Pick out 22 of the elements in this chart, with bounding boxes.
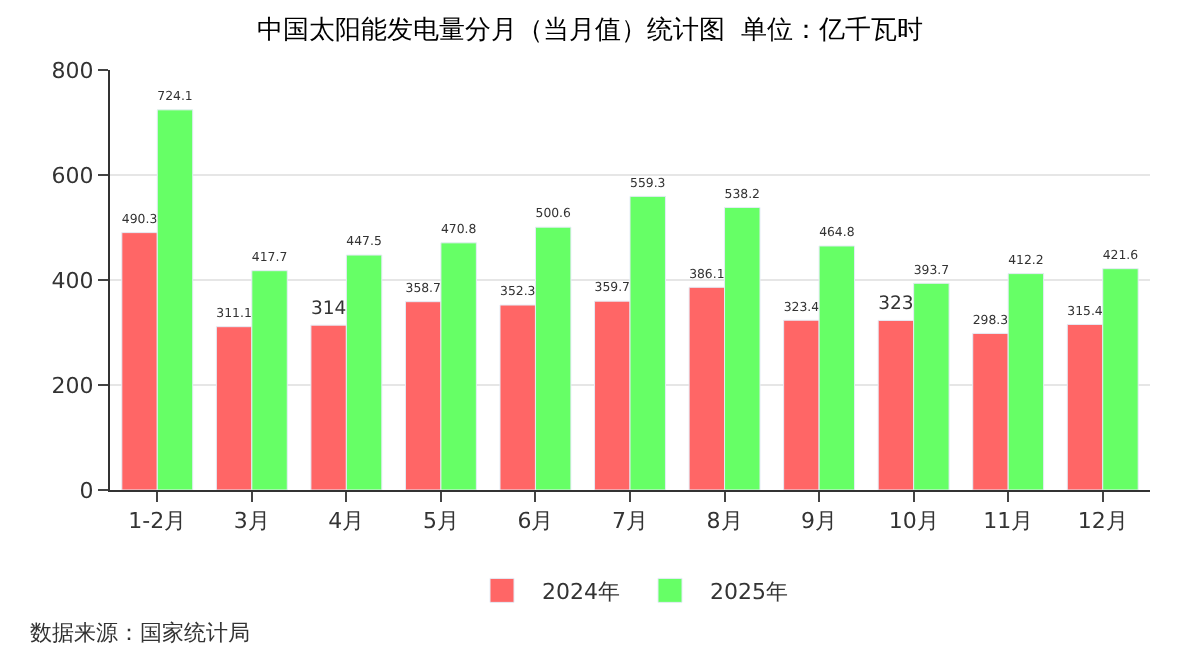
y-tick-label: 0 bbox=[79, 477, 94, 504]
y-tick-label: 800 bbox=[51, 57, 94, 84]
legend-label: 2024年 bbox=[542, 578, 620, 605]
x-tick-label: 8月 bbox=[706, 508, 743, 535]
chart-title: 中国太阳能发电量分月（当月值）统计图 单位：亿千瓦时 bbox=[256, 16, 924, 46]
y-tick-label: 200 bbox=[51, 372, 94, 399]
x-tick-label: 12月 bbox=[1077, 508, 1128, 535]
x-tick-label: 10月 bbox=[888, 508, 939, 535]
x-tick-label: 7月 bbox=[612, 508, 648, 535]
data-label: 323 bbox=[878, 292, 914, 315]
x-tick-label: 1-2月 bbox=[128, 508, 187, 535]
legend-label: 2025年 bbox=[710, 578, 788, 605]
x-tick-label: 11月 bbox=[983, 508, 1034, 535]
x-tick-label: 4月 bbox=[328, 508, 365, 535]
x-tick-label: 3月 bbox=[233, 508, 270, 535]
x-tick-label: 6月 bbox=[517, 508, 554, 535]
data-label: 314 bbox=[310, 297, 347, 320]
y-tick-label: 600 bbox=[51, 162, 94, 189]
y-tick-label: 400 bbox=[51, 267, 94, 294]
x-tick-label: 5月 bbox=[422, 508, 459, 535]
source-note: 数据来源：国家统计局 bbox=[30, 620, 250, 646]
x-tick-label: 9月 bbox=[801, 508, 838, 535]
